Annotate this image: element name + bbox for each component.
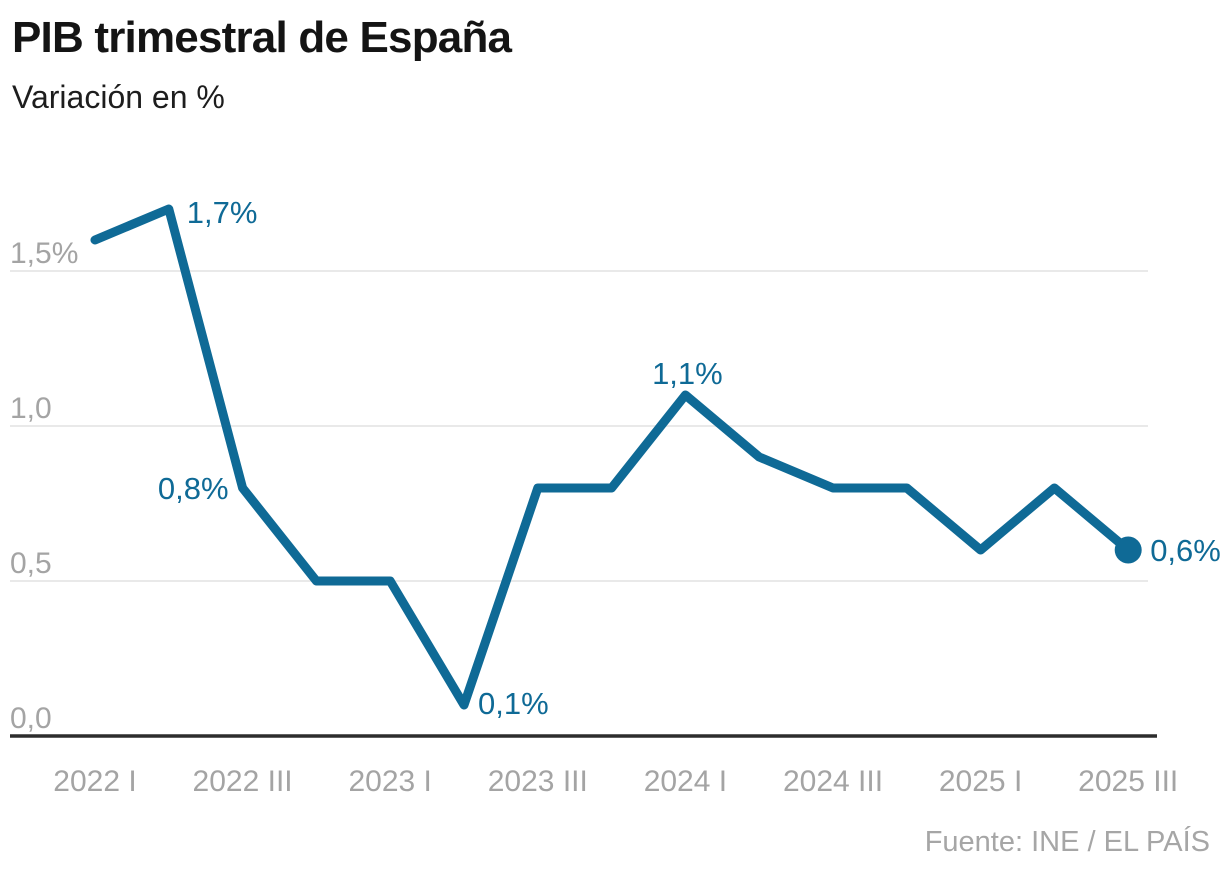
- source-credit: Fuente: INE / EL PAÍS: [924, 826, 1210, 858]
- x-tick-label: 2023 III: [488, 765, 588, 798]
- x-tick-label: 2022 III: [193, 765, 293, 798]
- data-point-label: 0,8%: [158, 471, 229, 506]
- data-line: [90, 204, 1133, 710]
- y-tick-label: 0,0: [10, 702, 52, 735]
- x-tick-label: 2023 I: [348, 765, 431, 798]
- data-point-label: 0,6%: [1150, 533, 1220, 568]
- x-tick-label: 2025 I: [939, 765, 1022, 798]
- data-point-label: 1,7%: [187, 195, 258, 230]
- x-tick-label: 2025 III: [1078, 765, 1178, 798]
- data-point-label: 0,1%: [478, 686, 549, 721]
- chart-subtitle: Variación en %: [12, 79, 225, 115]
- x-tick-label: 2024 III: [783, 765, 883, 798]
- x-tick-label: 2024 I: [644, 765, 727, 798]
- data-point-label: 1,1%: [652, 356, 723, 391]
- x-tick-label: 2022 I: [53, 765, 136, 798]
- end-point-marker: [1114, 536, 1142, 564]
- chart-title: PIB trimestral de España: [12, 13, 512, 62]
- y-tick-label: 1,5%: [10, 237, 78, 270]
- y-tick-label: 1,0: [10, 392, 52, 425]
- y-tick-label: 0,5: [10, 547, 52, 580]
